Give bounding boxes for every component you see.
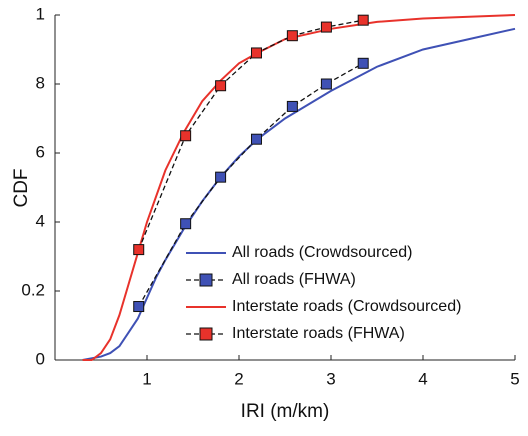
curve: [82, 27, 516, 361]
y-tick-label: 0: [36, 349, 45, 368]
marker: [320, 21, 332, 33]
y-tick-label: 6: [36, 142, 45, 161]
x-tick-label: 4: [418, 369, 427, 388]
legend-label: Interstate roads (FHWA): [232, 325, 405, 342]
x-tick-label: 3: [326, 369, 335, 388]
y-tick-label: 0.2: [21, 280, 45, 299]
legend-label: Interstate roads (Crowdsourced): [232, 298, 461, 315]
y-tick-label: 4: [36, 211, 45, 230]
dashed-line: [138, 19, 364, 250]
legend-marker: [199, 327, 213, 341]
x-tick-label: 1: [142, 369, 151, 388]
marker: [250, 133, 262, 145]
x-tick-label: 2: [234, 369, 243, 388]
legend-marker: [199, 273, 213, 287]
legend-box: [180, 240, 518, 350]
marker: [133, 244, 145, 256]
legend-label: All roads (FHWA): [232, 271, 356, 288]
x-tick-label: 5: [510, 369, 519, 388]
marker: [133, 301, 145, 313]
marker: [320, 78, 332, 90]
y-axis-title: CDF: [11, 168, 32, 207]
y-tick-label: 8: [36, 73, 45, 92]
marker: [180, 218, 192, 230]
marker: [286, 30, 298, 42]
marker: [180, 130, 192, 142]
marker: [286, 100, 298, 112]
legend-label: All roads (Crowdsourced): [232, 244, 413, 261]
marker: [215, 80, 227, 92]
x-axis-title: IRI (m/km): [241, 401, 330, 422]
marker: [215, 171, 227, 183]
marker: [357, 14, 369, 26]
marker: [357, 57, 369, 69]
y-tick-label: 1: [36, 4, 45, 23]
marker: [250, 47, 262, 59]
